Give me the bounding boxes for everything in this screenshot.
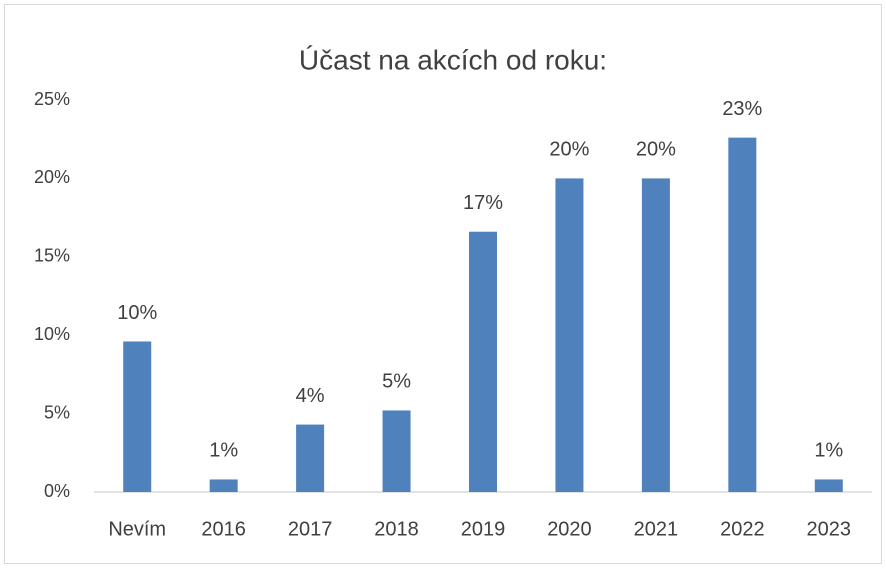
data-label: 10% (117, 302, 157, 324)
x-tick-label: 2023 (807, 518, 852, 540)
y-tick-label: 10% (34, 324, 70, 344)
y-tick-label: 0% (44, 481, 70, 501)
data-label: 1% (209, 440, 238, 462)
data-label: 17% (463, 192, 503, 214)
data-label: 4% (296, 385, 325, 407)
bar (382, 410, 411, 492)
data-label: 1% (814, 440, 843, 462)
x-tick-label: 2020 (547, 518, 592, 540)
bar (123, 341, 152, 492)
x-tick-label: 2021 (634, 518, 679, 540)
chart-title: Účast na akcích od roku: (299, 44, 607, 75)
y-tick-label: 15% (34, 246, 70, 266)
data-label: 23% (722, 98, 762, 120)
x-tick-label: 2019 (461, 518, 506, 540)
data-label: 20% (636, 139, 676, 161)
bar (209, 479, 238, 492)
x-tick-label: 2022 (720, 518, 765, 540)
bar (555, 178, 584, 492)
y-tick-label: 20% (34, 167, 70, 187)
y-tick-label: 5% (44, 402, 70, 422)
bar (469, 231, 497, 492)
bar (814, 479, 843, 492)
bar (296, 424, 325, 492)
data-label: 5% (382, 371, 411, 393)
x-tick-label: 2016 (201, 518, 246, 540)
y-tick-label: 25% (34, 89, 70, 109)
bar (728, 137, 757, 492)
x-tick-label: Nevím (108, 518, 166, 540)
x-tick-label: 2018 (374, 518, 419, 540)
x-tick-label: 2017 (288, 518, 333, 540)
bar (641, 178, 670, 492)
data-label: 20% (549, 139, 589, 161)
